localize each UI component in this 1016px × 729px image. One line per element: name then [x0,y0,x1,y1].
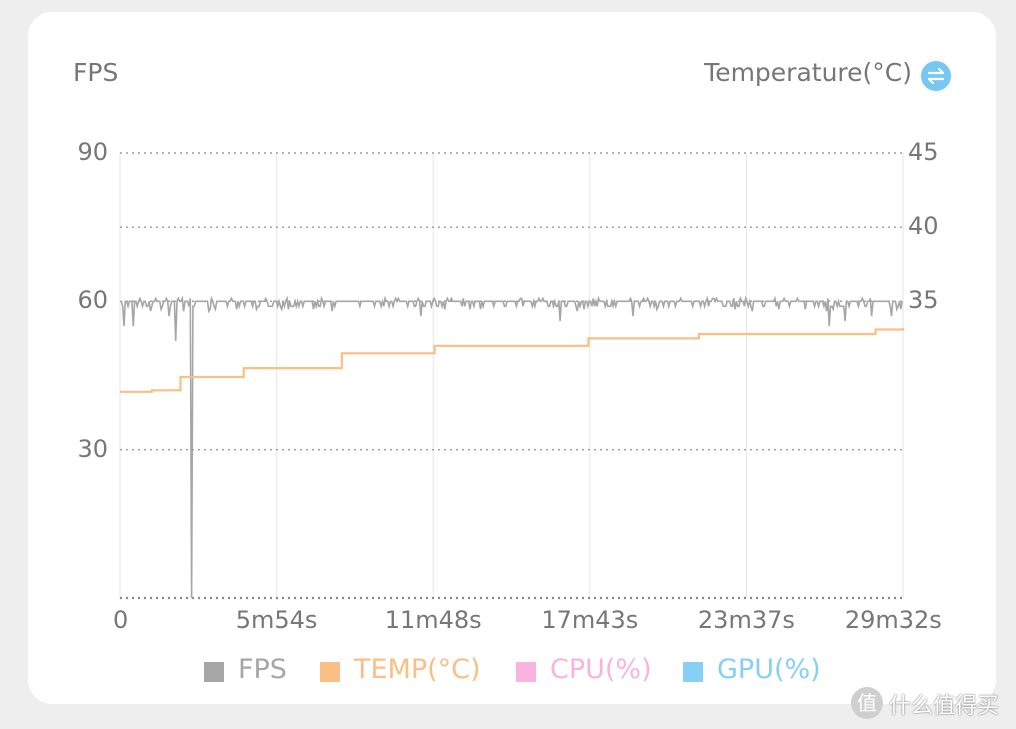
x-tick-label: 0 [113,606,129,634]
swap-vertical-arrows-icon[interactable] [921,61,951,91]
x-tick-label: 23m37s [697,606,795,634]
right-axis-title: Temperature(°C) [704,58,912,87]
y-right-tick-label: 45 [908,138,939,166]
legend-swatch [516,662,536,682]
x-tick-label: 29m32s [844,606,942,634]
temperature-series-line [120,328,905,393]
y-left-tick-label: 30 [77,434,108,463]
y-right-tick-label: 35 [908,286,939,315]
legend-swatch [320,662,340,682]
watermark: 值 什么值得买 [851,686,1006,720]
legend-label: CPU(%) [550,654,652,685]
legend-swatch [683,662,703,682]
x-tick-label: 11m48s [384,606,482,634]
legend-label: GPU(%) [717,654,821,685]
y-left-tick-label: 60 [77,286,108,315]
x-tick-label: 17m43s [541,606,639,634]
legend-label: TEMP(°C) [354,654,481,685]
x-tick-label: 5m54s [235,606,318,634]
fps-series-line [120,295,903,599]
y-right-tick-label: 40 [908,212,939,241]
legend-label: FPS [238,654,287,685]
watermark-logo: 值 [851,687,883,719]
chart-legend: FPS TEMP(°C) CPU(%) GPU(%) [0,652,1016,692]
watermark-text: 什么值得买 [889,694,1000,719]
legend-swatch [204,662,224,682]
y-left-tick-label: 90 [77,138,108,166]
chart-card [28,12,996,704]
left-axis-title: FPS [73,58,119,87]
